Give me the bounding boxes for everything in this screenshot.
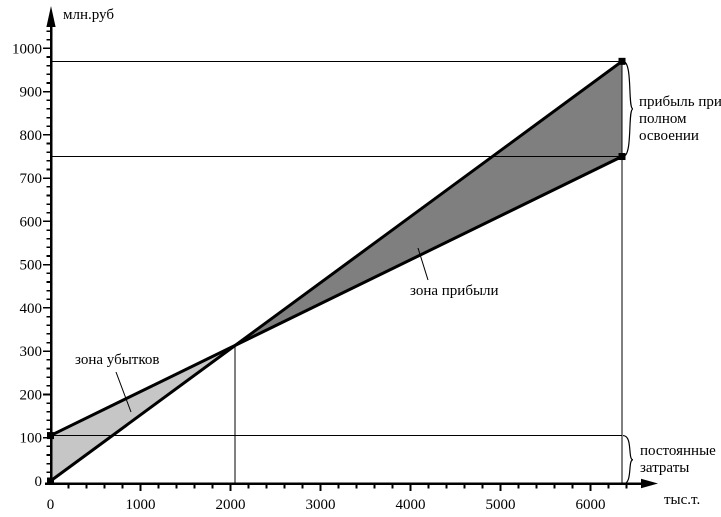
endpoint-marker <box>47 432 54 440</box>
profit-brace <box>622 60 634 158</box>
x-tick-label: 0 <box>47 497 55 513</box>
fixed-costs-annotation-line: постоянные <box>640 443 716 459</box>
fixed-costs-brace <box>622 434 634 485</box>
profit-annotation-line: освоении <box>639 128 699 144</box>
x-axis-title: тыс.т. <box>664 492 700 508</box>
fixed-costs-annotation-line: затраты <box>640 460 689 476</box>
loss-zone-leader <box>115 371 132 413</box>
y-tick-label: 500 <box>20 258 43 274</box>
y-axis-title: млн.руб <box>63 7 114 23</box>
endpoint-marker <box>47 477 54 485</box>
y-tick-label: 600 <box>20 214 43 230</box>
revenue-line <box>49 60 623 483</box>
x-tick-label: 5000 <box>486 497 516 513</box>
y-axis-arrow-icon <box>46 6 56 27</box>
y-tick-label: 300 <box>20 344 43 360</box>
profit-zone-leader <box>417 247 429 281</box>
x-tick-label: 6000 <box>576 497 606 513</box>
x-tick-label: 2000 <box>216 497 246 513</box>
x-tick-label: 1000 <box>126 497 156 513</box>
x-tick-label: 3000 <box>306 497 336 513</box>
y-tick-label: 800 <box>20 128 43 144</box>
profit-annotation-line: прибыль при <box>639 94 721 110</box>
profit-annotation-line: полном <box>639 111 687 127</box>
profit-zone-label: зона прибыли <box>410 283 499 299</box>
endpoint-marker <box>618 57 626 65</box>
y-tick-label: 1000 <box>12 41 42 57</box>
y-tick-label: 400 <box>20 301 43 317</box>
y-tick-label: 100 <box>20 431 43 447</box>
cost-line <box>49 155 623 437</box>
x-tick-label: 4000 <box>396 497 426 513</box>
y-tick-label: 200 <box>20 387 43 403</box>
y-tick-label: 0 <box>35 474 43 490</box>
x-axis-arrow-icon <box>641 478 658 489</box>
loss-zone-label: зона убытков <box>75 352 159 368</box>
y-tick-label: 700 <box>20 171 43 187</box>
y-tick-label: 900 <box>20 85 43 101</box>
endpoint-marker <box>618 153 626 161</box>
